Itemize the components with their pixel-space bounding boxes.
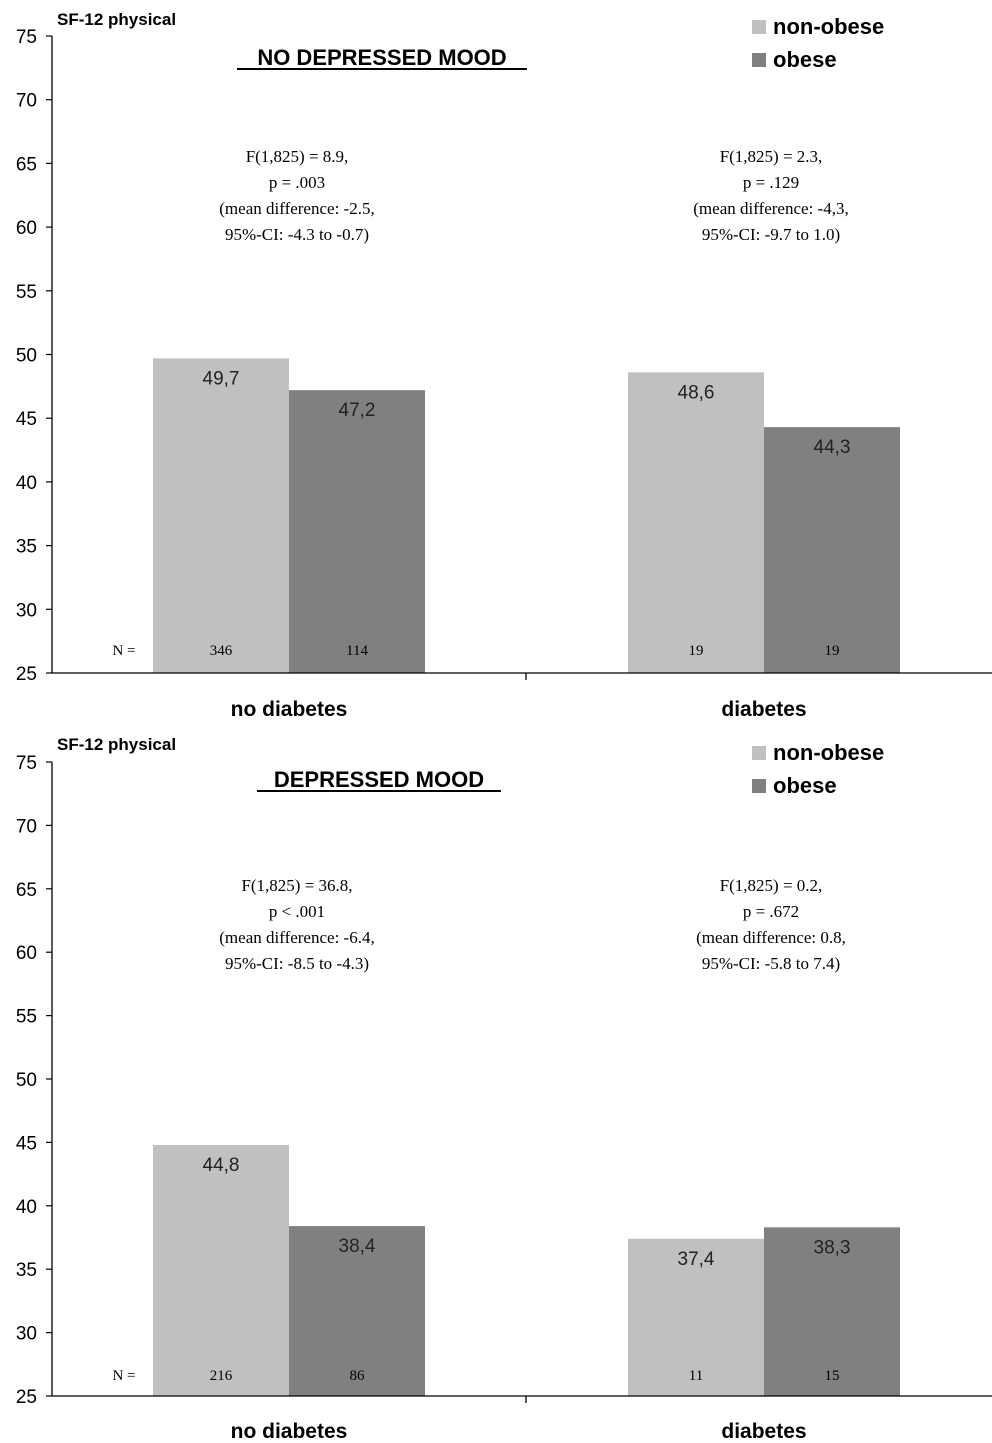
y-tick-label: 70 — [16, 816, 37, 837]
n-label: N = — [112, 643, 135, 659]
stat-annotation-line: (mean difference: -6.4, — [219, 928, 374, 947]
stat-annotation-line: (mean difference: -4,3, — [693, 199, 848, 218]
chart-depressed-mood: SF-12 physical DEPRESSED MOOD non-obese obe… — [16, 735, 992, 1443]
y-tick-label: 45 — [16, 409, 37, 430]
n-count-label: 19 — [825, 643, 840, 659]
y-tick-label: 75 — [16, 27, 37, 48]
legend-swatch-obese — [752, 53, 766, 67]
n-count-label: 216 — [210, 1368, 233, 1384]
y-tick-label: 40 — [16, 1197, 37, 1218]
stat-annotation-line: 95%-CI: -8.5 to -4.3) — [225, 954, 369, 973]
stat-annotation-line: p < .001 — [269, 902, 325, 921]
n-count-label: 15 — [825, 1368, 840, 1384]
y-tick-label: 70 — [16, 91, 37, 112]
n-count-label: 19 — [689, 643, 704, 659]
y-tick-label: 25 — [16, 1387, 37, 1408]
stat-annotation-line: F(1,825) = 0.2, — [720, 876, 823, 895]
bar-value-label: 47,2 — [339, 400, 376, 421]
legend-swatch-non-obese — [752, 20, 766, 34]
n-label: N = — [112, 1368, 135, 1384]
stat-annotation-line: p = .129 — [743, 173, 799, 192]
bar-obese-0 — [289, 390, 425, 673]
stat-annotation-line: 95%-CI: -5.8 to 7.4) — [702, 954, 840, 973]
n-count-label: 346 — [210, 643, 233, 659]
bar-non-obese-0 — [153, 358, 289, 673]
legend-label-obese: obese — [773, 47, 837, 72]
legend-label-non-obese: non-obese — [773, 740, 884, 765]
legend-swatch-non-obese — [752, 746, 766, 760]
stat-annotation-line: F(1,825) = 2.3, — [720, 147, 823, 166]
y-tick-label: 50 — [16, 346, 37, 367]
bar-non-obese-1 — [628, 372, 764, 673]
y-tick-label: 55 — [16, 282, 37, 303]
y-tick-label: 35 — [16, 537, 37, 558]
bar-value-label: 49,7 — [203, 368, 240, 389]
y-axis-label: SF-12 physical — [57, 10, 176, 29]
y-tick-label: 55 — [16, 1007, 37, 1028]
n-count-label: 11 — [689, 1368, 703, 1384]
bar-value-label: 38,3 — [814, 1237, 851, 1258]
n-count-label: 86 — [350, 1368, 366, 1384]
bar-value-label: 44,3 — [814, 437, 851, 458]
bar-value-label: 37,4 — [678, 1249, 715, 1270]
stat-annotation-line: 95%-CI: -9.7 to 1.0) — [702, 225, 840, 244]
legend-swatch-obese — [752, 779, 766, 793]
chart-title: DEPRESSED MOOD — [274, 767, 484, 792]
chart-no-depressed-mood: SF-12 physical NO DEPRESSED MOOD non-obese… — [16, 10, 992, 721]
stat-annotation-line: (mean difference: -2.5, — [219, 199, 374, 218]
y-tick-label: 50 — [16, 1070, 37, 1091]
category-label: diabetes — [721, 1420, 806, 1443]
n-count-label: 114 — [346, 643, 368, 659]
y-tick-label: 25 — [16, 664, 37, 685]
y-tick-label: 65 — [16, 880, 37, 901]
y-tick-label: 30 — [16, 1324, 37, 1345]
bar-obese-1 — [764, 427, 900, 673]
category-label: no diabetes — [231, 698, 348, 721]
y-tick-label: 60 — [16, 943, 37, 964]
category-label: diabetes — [721, 698, 806, 721]
y-tick-label: 75 — [16, 753, 37, 774]
stat-annotation-line: 95%-CI: -4.3 to -0.7) — [225, 225, 369, 244]
bar-value-label: 38,4 — [339, 1236, 376, 1257]
y-tick-label: 40 — [16, 473, 37, 494]
y-tick-label: 60 — [16, 218, 37, 239]
stat-annotation-line: p = .672 — [743, 902, 799, 921]
bar-value-label: 44,8 — [203, 1155, 240, 1176]
stat-annotation-line: F(1,825) = 36.8, — [241, 876, 352, 895]
y-axis-label: SF-12 physical — [57, 735, 176, 754]
stat-annotation-line: (mean difference: 0.8, — [696, 928, 846, 947]
y-tick-label: 30 — [16, 600, 37, 621]
category-label: no diabetes — [231, 1420, 348, 1443]
y-tick-label: 45 — [16, 1133, 37, 1154]
y-tick-label: 65 — [16, 154, 37, 175]
bar-non-obese-0 — [153, 1145, 289, 1396]
stat-annotation-line: F(1,825) = 8.9, — [246, 147, 349, 166]
chart-title: NO DEPRESSED MOOD — [257, 45, 506, 70]
bar-value-label: 48,6 — [678, 382, 715, 403]
y-tick-label: 35 — [16, 1260, 37, 1281]
legend-label-non-obese: non-obese — [773, 14, 884, 39]
legend-label-obese: obese — [773, 773, 837, 798]
stat-annotation-line: p = .003 — [269, 173, 325, 192]
